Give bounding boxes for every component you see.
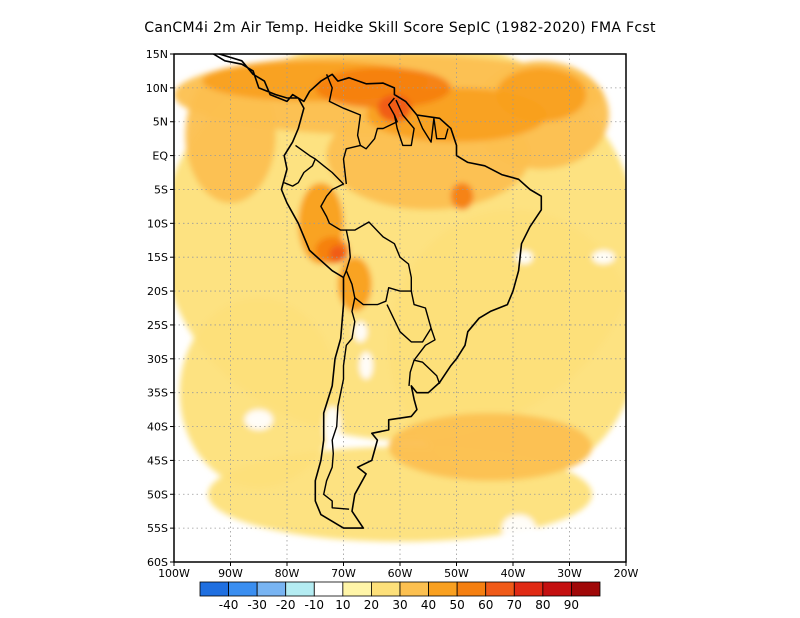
colorbar-swatch [399,581,429,597]
colorbar-label: 10 [335,598,350,612]
colorbar-swatch [571,581,601,597]
latitude-axis: 15N 10N 5N EQ 5S 10S 15S 20S 25S 30S 35S 40S 45S 50S 5… [146,48,174,569]
lat-tick-label: 60S [147,556,168,569]
border-8 [386,290,432,343]
border-0 [325,74,362,185]
lat-tick-label: 20S [147,285,168,298]
lat-tick-label: 40S [147,421,168,434]
map-title: CanCM4i 2m Air Temp. Heidke Skill Score … [144,20,656,36]
colorbar-label: 30 [392,598,407,612]
lon-tick-label: 60W [388,567,413,580]
lon-tick-label: 50W [444,567,469,580]
lat-tick-label: 5N [153,116,168,129]
colorbar-label: -20 [276,598,296,612]
skill-region-7 [388,412,593,481]
lat-tick-label: 10N [146,82,168,95]
coastlines [190,54,543,529]
border-1 [360,97,398,150]
colorbar-label: -40 [219,598,239,612]
lat-tick-label: 5S [154,183,168,196]
skill-region-23 [501,514,536,542]
skill-region-1 [388,209,626,481]
colorbar-label: 60 [478,598,493,612]
lon-tick-label: 30W [557,567,582,580]
lon-tick-label: 90W [218,567,243,580]
colorbar-swatch [371,581,401,597]
colorbar-swatch [485,581,515,597]
lat-tick-label: 15S [147,251,168,264]
colorbar-swatch [256,581,287,597]
map-plot-area [173,53,627,563]
colorbar-swatch [542,581,572,597]
colorbar-swatch [285,581,315,597]
lat-tick-label: 15N [146,48,168,61]
map-gridlines [174,54,626,562]
lat-tick-label: 35S [147,387,168,400]
skill-region-22 [353,321,368,342]
border-5 [283,144,316,187]
colorbar-label: 80 [535,598,550,612]
lon-tick-label: 70W [331,567,356,580]
colorbar-swatch [513,581,544,597]
lat-tick-label: EQ [152,150,168,163]
colorbar-swatch [342,581,372,597]
country-borders [283,74,449,510]
lat-tick-label: 25S [147,319,168,332]
colorbar-label: 90 [564,598,579,612]
skill-region-21 [359,352,373,380]
colorbar-label: 40 [421,598,436,612]
lat-tick-label: 10S [147,217,168,230]
lon-tick-label: 40W [501,567,526,580]
border-2 [393,99,415,147]
lat-tick-label: 30S [147,353,168,366]
colorbar-label: -10 [304,598,324,612]
colorbar-swatch [228,581,258,597]
colorbar: -40 -30 -20 -10 10 20 30 40 50 60 70 80 90 [199,581,601,612]
skill-score-field [174,54,626,559]
colorbar-swatch [313,581,344,597]
skill-blobs [174,54,626,559]
lon-tick-label: 80W [275,567,300,580]
border-4 [433,118,449,140]
colorbar-label: 20 [364,598,379,612]
lon-tick-label: 100W [158,567,190,580]
longitude-axis: 100W 90W 80W 70W 60W 50W 40W 30W 20W [158,562,639,580]
colorbar-label: 50 [450,598,465,612]
skill-region-11 [496,67,587,122]
colorbar-label: -30 [247,598,267,612]
coastline-0 [190,54,543,529]
lat-tick-label: 50S [147,488,168,501]
lat-tick-label: 45S [147,454,168,467]
lat-tick-label: 55S [147,522,168,535]
skill-region-16 [450,182,474,210]
skill-region-2 [179,297,338,488]
border-11 [323,297,356,510]
skill-region-18 [329,245,347,262]
lon-tick-label: 20W [614,567,639,580]
border-3 [416,114,435,143]
border-10 [408,359,415,386]
border-6 [314,158,351,278]
colorbar-swatch [456,581,487,597]
colorbar-label: 70 [507,598,522,612]
skill-region-24 [541,538,576,559]
colorbar-swatch [199,581,229,597]
skill-region-19 [244,409,273,430]
skill-region-26 [592,250,615,264]
colorbar-swatch [428,581,458,597]
